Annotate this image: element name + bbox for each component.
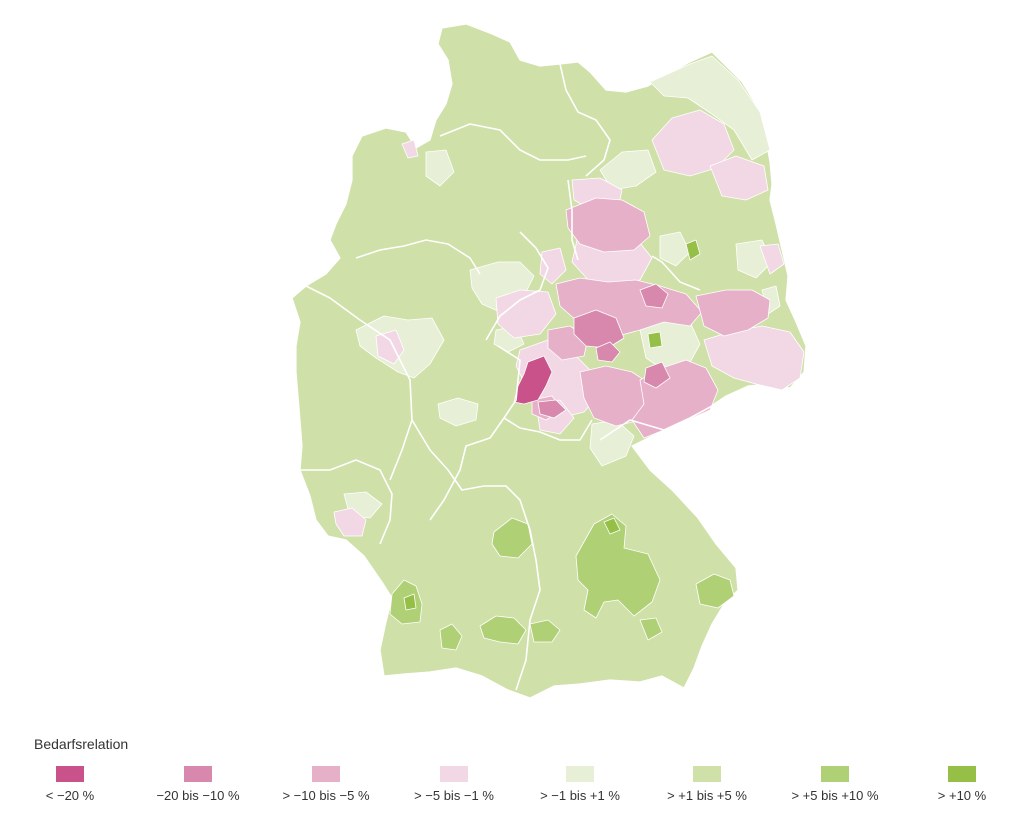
region-green xyxy=(529,619,561,643)
state-border xyxy=(599,405,713,441)
region-neutral xyxy=(659,231,691,267)
legend-swatch xyxy=(566,766,594,782)
state-border xyxy=(355,239,481,275)
state-border xyxy=(439,123,587,161)
state-border xyxy=(651,255,701,291)
legend-item: −20 bis −10 % xyxy=(138,766,258,810)
state-border xyxy=(429,345,521,521)
state-border xyxy=(485,231,549,341)
legend-swatch xyxy=(821,766,849,782)
region-dark-pink xyxy=(595,341,621,363)
map-regions xyxy=(291,23,807,699)
state-border xyxy=(503,417,593,441)
legend-item: < −20 % xyxy=(10,766,130,810)
region-dark-green xyxy=(603,517,621,535)
legend-label: −20 bis −10 % xyxy=(156,788,240,803)
region-green xyxy=(439,623,463,651)
legend-item: > −10 bis −5 % xyxy=(266,766,386,810)
region-dark-green xyxy=(685,239,701,261)
legend-label: > +1 bis +5 % xyxy=(667,788,747,803)
region-green xyxy=(491,517,533,559)
legend-swatch xyxy=(184,766,212,782)
region-light-pink xyxy=(495,289,557,339)
region-dark-pink xyxy=(573,309,625,349)
germany-choropleth-map xyxy=(291,23,807,699)
legend-item: > +10 % xyxy=(902,766,1022,810)
legend-title: Bedarfsrelation xyxy=(34,736,129,752)
legend-swatch xyxy=(948,766,976,782)
legend-swatch xyxy=(312,766,340,782)
state-border xyxy=(300,459,393,545)
region-light-pink xyxy=(709,155,769,201)
state-border xyxy=(559,63,611,177)
region-neutral xyxy=(437,397,479,427)
region-light-pink xyxy=(759,243,785,275)
legend-item: > −1 bis +1 % xyxy=(520,766,640,810)
region-medium-pink xyxy=(565,197,651,253)
region-dark-green xyxy=(403,593,417,611)
legend-label: > +5 bis +10 % xyxy=(791,788,879,803)
region-light-pink xyxy=(401,139,419,159)
region-neutral xyxy=(649,55,771,161)
region-neutral xyxy=(425,149,455,187)
state-border xyxy=(567,179,579,261)
state-borders xyxy=(300,63,713,691)
legend-swatch xyxy=(56,766,84,782)
state-border xyxy=(305,285,413,481)
region-strongest-pink xyxy=(513,355,553,405)
region-dark-pink xyxy=(643,361,671,389)
legend-label: < −20 % xyxy=(45,788,95,803)
region-medium-pink xyxy=(695,289,771,337)
region-dark-pink xyxy=(639,283,669,309)
region-green xyxy=(639,617,663,641)
legend-label: > −1 bis +1 % xyxy=(540,788,620,803)
legend-label: > +10 % xyxy=(937,788,987,803)
state-border xyxy=(411,419,541,691)
region-green xyxy=(479,615,527,645)
legend-item: > +5 bis +10 % xyxy=(775,766,895,810)
region-light-pink xyxy=(539,247,567,285)
region-dark-pink xyxy=(537,399,567,419)
legend-swatch xyxy=(440,766,468,782)
region-dark-green xyxy=(647,331,663,349)
region-green xyxy=(695,573,735,609)
legend-swatch xyxy=(693,766,721,782)
region-green xyxy=(575,513,661,619)
legend-label: > −5 bis −1 % xyxy=(414,788,494,803)
legend-item: > −5 bis −1 % xyxy=(394,766,514,810)
legend-item: > +1 bis +5 % xyxy=(647,766,767,810)
region-light-pink xyxy=(333,507,367,537)
region-light-pink xyxy=(651,109,735,177)
legend-label: > −10 bis −5 % xyxy=(282,788,370,803)
